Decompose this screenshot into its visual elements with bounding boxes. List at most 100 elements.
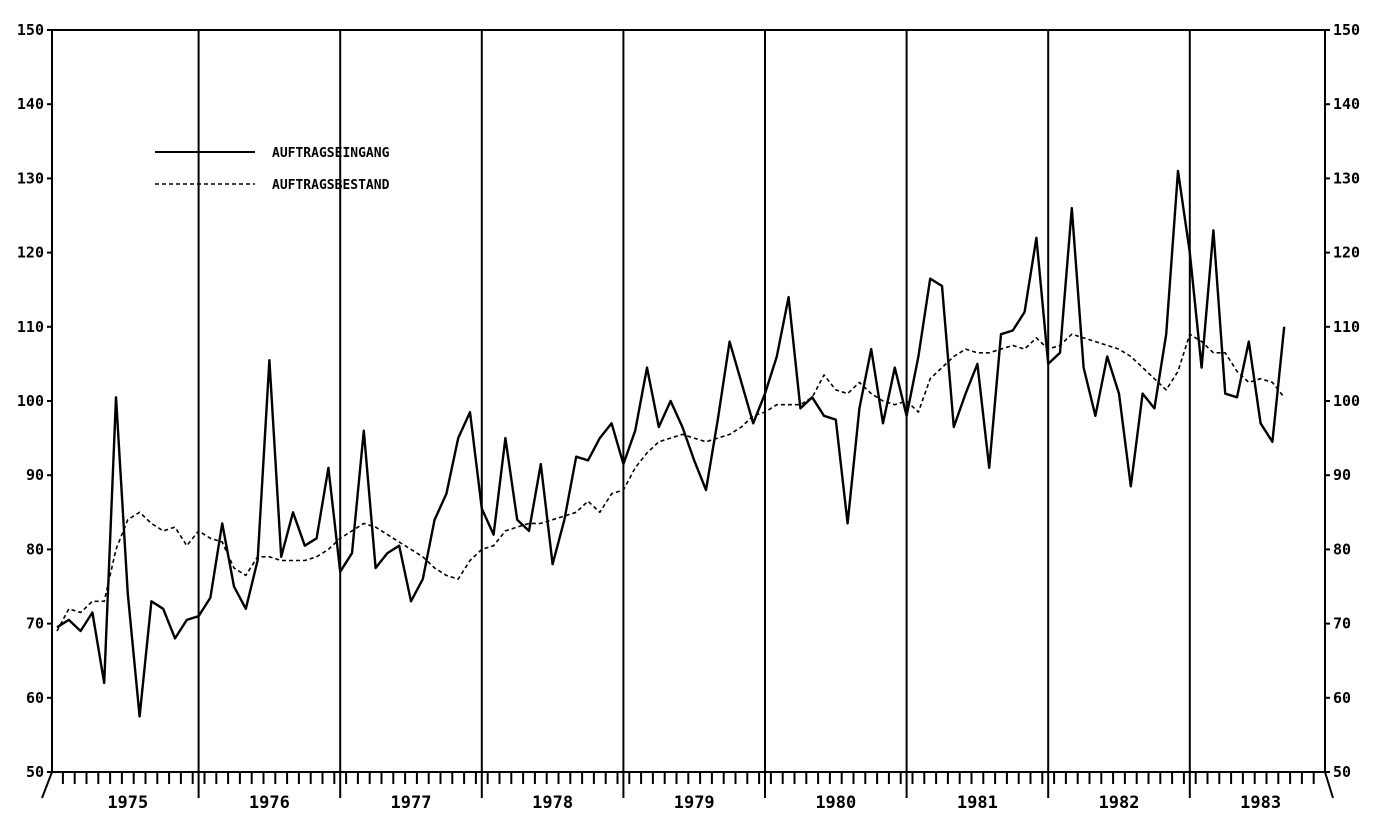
point-auftragseingang	[387, 552, 389, 554]
point-auftragsbestand	[528, 523, 530, 525]
point-auftragseingang	[1106, 356, 1108, 358]
point-auftragseingang	[741, 382, 743, 384]
point-auftragsbestand	[434, 567, 436, 569]
point-auftragseingang	[906, 415, 908, 417]
point-auftragsbestand	[1024, 348, 1026, 350]
point-auftragsbestand	[870, 393, 872, 395]
point-auftragseingang	[1095, 415, 1097, 417]
point-auftragseingang	[1047, 363, 1049, 365]
point-auftragseingang	[977, 363, 979, 365]
point-auftragseingang	[56, 627, 58, 629]
point-auftragsbestand	[1248, 382, 1250, 384]
right-y-tick-label: 130	[1333, 169, 1360, 187]
point-auftragsbestand	[1224, 352, 1226, 354]
point-auftragsbestand	[174, 526, 176, 528]
point-auftragsbestand	[894, 404, 896, 406]
point-auftragseingang	[115, 397, 117, 399]
point-auftragsbestand	[929, 378, 931, 380]
point-auftragseingang	[221, 523, 223, 525]
point-auftragsbestand	[1071, 333, 1073, 335]
point-auftragseingang	[1071, 207, 1073, 209]
point-auftragseingang	[823, 415, 825, 417]
left-y-tick-label: 50	[26, 763, 44, 781]
point-auftragseingang	[1272, 441, 1274, 443]
point-auftragsbestand	[800, 404, 802, 406]
left-y-tick-label: 150	[17, 21, 44, 39]
point-auftragsbestand	[410, 549, 412, 551]
point-auftragsbestand	[1272, 382, 1274, 384]
point-auftragsbestand	[139, 512, 141, 514]
point-auftragsbestand	[292, 560, 294, 562]
point-auftragsbestand	[257, 556, 259, 558]
legend-label-bestand: AUFTRAGSBESTAND	[272, 178, 390, 193]
point-auftragseingang	[80, 630, 82, 632]
point-auftragseingang	[1201, 367, 1203, 369]
point-auftragseingang	[658, 426, 660, 428]
left-y-tick-label: 80	[26, 540, 44, 558]
point-auftragseingang	[717, 419, 719, 421]
point-auftragsbestand	[776, 404, 778, 406]
point-auftragseingang	[835, 419, 837, 421]
point-auftragsbestand	[1118, 348, 1120, 350]
point-auftragseingang	[764, 393, 766, 395]
point-auftragsbestand	[115, 549, 117, 551]
point-auftragseingang	[575, 456, 577, 458]
point-auftragseingang	[516, 519, 518, 521]
right-y-tick-label: 100	[1333, 392, 1360, 410]
series-line-auftragseingang	[56, 169, 1286, 718]
point-auftragseingang	[304, 545, 306, 547]
point-auftragseingang	[457, 437, 459, 439]
point-auftragseingang	[198, 615, 200, 617]
point-auftragsbestand	[198, 530, 200, 532]
point-auftragsbestand	[1059, 345, 1061, 347]
point-auftragsbestand	[705, 441, 707, 443]
point-auftragsbestand	[658, 441, 660, 443]
point-auftragseingang	[328, 467, 330, 469]
point-auftragseingang	[788, 296, 790, 298]
point-auftragsbestand	[387, 534, 389, 536]
right-y-tick-label: 120	[1333, 244, 1360, 262]
point-auftragseingang	[1142, 393, 1144, 395]
year-label: 1980	[815, 793, 856, 813]
point-auftragseingang	[92, 612, 94, 614]
point-auftragsbestand	[717, 437, 719, 439]
point-auftragsbestand	[540, 523, 542, 525]
point-auftragseingang	[1154, 408, 1156, 410]
point-auftragsbestand	[328, 549, 330, 551]
point-auftragsbestand	[56, 630, 58, 632]
point-auftragsbestand	[398, 541, 400, 543]
point-auftragsbestand	[752, 415, 754, 417]
right-y-axis: 50 60 70 80 90 100 110 120 130 140 150	[1325, 21, 1360, 781]
point-auftragseingang	[398, 545, 400, 547]
point-auftragseingang	[410, 601, 412, 603]
point-auftragseingang	[870, 348, 872, 350]
point-auftragsbestand	[516, 526, 518, 528]
point-auftragseingang	[422, 578, 424, 580]
point-auftragsbestand	[599, 512, 601, 514]
point-auftragseingang	[552, 563, 554, 565]
point-auftragsbestand	[269, 556, 271, 558]
plot-border	[51, 29, 1326, 773]
point-auftragsbestand	[564, 515, 566, 517]
year-label: 1981	[957, 793, 998, 813]
point-auftragseingang	[292, 512, 294, 514]
point-auftragseingang	[469, 411, 471, 413]
point-auftragsbestand	[1165, 389, 1167, 391]
point-auftragsbestand	[953, 356, 955, 358]
year-label: 1983	[1240, 793, 1281, 813]
point-auftragsbestand	[670, 437, 672, 439]
point-auftragsbestand	[1142, 367, 1144, 369]
point-auftragsbestand	[847, 393, 849, 395]
point-auftragseingang	[800, 408, 802, 410]
point-auftragsbestand	[151, 523, 153, 525]
point-auftragseingang	[1213, 230, 1215, 232]
series-line-auftragsbestand	[56, 333, 1285, 632]
point-auftragsbestand	[764, 411, 766, 413]
series-layer	[56, 169, 1286, 718]
point-auftragseingang	[1260, 423, 1262, 425]
point-auftragsbestand	[469, 560, 471, 562]
point-auftragseingang	[210, 597, 212, 599]
point-auftragseingang	[752, 423, 754, 425]
point-auftragseingang	[847, 523, 849, 525]
point-auftragsbestand	[587, 500, 589, 502]
